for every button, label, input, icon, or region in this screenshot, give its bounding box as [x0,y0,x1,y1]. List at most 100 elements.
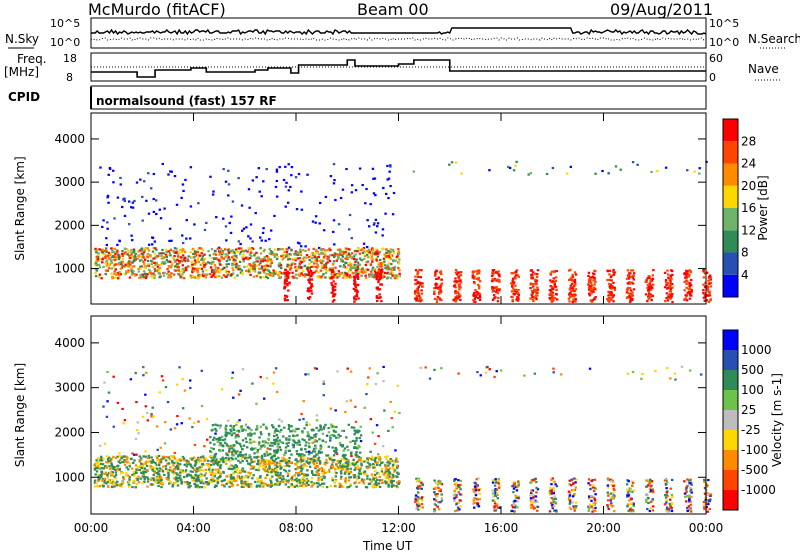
power-ground-burst [588,277,592,281]
power-main-echo [310,265,313,269]
velocity-main-echo [105,460,108,464]
velocity-main-echo [393,469,397,472]
velocity-main-echo [103,477,106,480]
power-main-echo [367,256,370,259]
power-main-echo [187,265,190,268]
velocity-main-echo [296,474,300,477]
power-weak-echo [282,178,286,182]
velocity-upper-echo [246,434,250,437]
velocity-weak-echo [315,367,318,370]
power-main-echo [147,264,151,267]
power-ground-burst [683,289,686,292]
velocity-ground-burst [421,499,424,502]
velocity-main-echo [104,465,107,468]
velocity-ground-burst [529,497,533,500]
velocity-main-echo [179,469,183,472]
power-ground-burst [567,278,571,282]
power-ground-burst [533,288,536,291]
power-ground-burst [665,283,668,287]
power-ground-burst [533,272,537,275]
velocity-ground-burst [474,494,478,497]
velocity-main-echo [199,481,203,485]
velocity-ground-burst [439,489,443,493]
velocity-main-echo [109,471,112,474]
power-ground-burst [571,300,574,304]
power-weak-echo [337,223,341,226]
power-main-echo [251,247,255,250]
power-ground-burst [664,278,668,282]
power-main-echo [157,263,160,267]
velocity-ground-burst [417,477,421,480]
power-main-echo [198,266,202,270]
power-ground-burst [708,291,711,295]
velocity-main-echo [151,461,154,464]
velocity-upper-echo [288,438,291,441]
power-main-echo [230,273,233,276]
velocity-main-echo [342,485,345,489]
power-main-echo [242,260,245,263]
velocity-main-echo [380,479,384,482]
velocity-upper-echo [237,453,240,456]
power-main-echo [201,270,205,273]
velocity-main-echo [119,458,122,462]
velocity-ground-burst [574,486,577,489]
power-main-echo [317,256,320,259]
power-main-echo [118,274,121,277]
power-ground-burst [459,286,462,289]
velocity-main-echo [200,478,203,482]
velocity-main-echo [196,467,199,471]
power-weak-echo [262,180,265,183]
velocity-main-echo [260,460,264,463]
velocity-weak-echo [112,425,115,428]
velocity-main-echo [388,480,391,483]
power-ground-burst [510,290,514,293]
power-ground-burst [437,292,441,295]
power-main-echo [311,265,315,268]
power-ground-burst [417,291,420,294]
velocity-main-echo [225,482,228,486]
velocity-main-echo [354,466,357,469]
velocity-ground-burst [473,481,476,484]
velocity-main-echo [210,473,213,476]
velocity-main-echo [213,455,217,458]
power-high-echo [698,172,701,175]
velocity-upper-echo [215,429,218,432]
power-main-echo [173,265,177,268]
velocity-main-echo [211,471,214,474]
velocity-main-echo [269,460,272,463]
power-ground-burst [550,270,554,273]
velocity-upper-echo [225,424,228,427]
power-main-echo [381,268,384,271]
velocity-main-echo [250,485,253,488]
velocity-ground-burst [589,487,592,491]
velocity-ground-burst [435,493,439,496]
power-ground-burst [354,298,358,301]
power-ground-burst [703,272,707,275]
power-main-echo [201,249,204,252]
power-main-echo [218,262,221,265]
velocity-weak-echo [161,379,165,382]
power-main-echo [343,266,347,269]
power-main-echo [97,263,101,266]
power-main-echo [249,251,253,254]
power-ground-burst [512,292,516,296]
velocity-main-echo [126,461,129,464]
velocity-main-echo [380,481,384,485]
velocity-main-echo [128,465,131,468]
power-main-echo [237,268,240,271]
power-weak-echo [391,213,395,216]
power-weak-echo [350,184,354,187]
power-weak-echo [101,225,104,229]
velocity-main-echo [315,481,319,485]
velocity-main-echo [250,459,253,462]
power-weak-echo [365,187,368,191]
velocity-main-echo [360,479,364,482]
power-main-echo [113,270,116,273]
power-ground-burst [493,279,497,282]
power-high-echo [569,165,573,168]
power-ground-burst [709,298,713,301]
velocity-main-echo [230,456,233,460]
power-main-echo [393,277,397,280]
power-high-echo [529,171,533,175]
velocity-main-echo [192,475,195,478]
